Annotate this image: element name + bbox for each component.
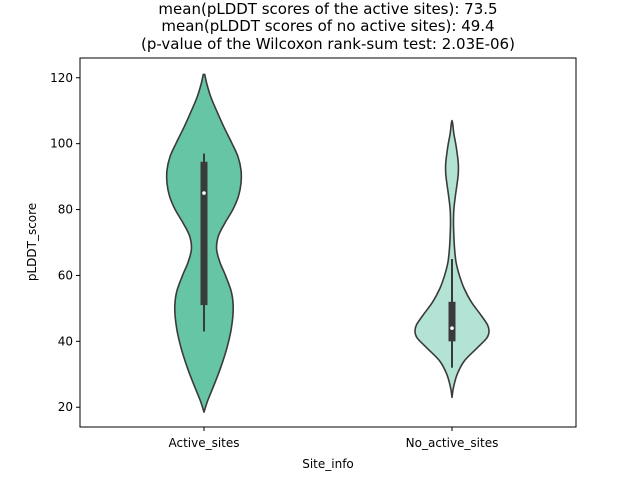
violin-No_active_sites bbox=[414, 119, 490, 399]
x-tick-label-No_active_sites: No_active_sites bbox=[406, 436, 499, 450]
plot-area bbox=[165, 73, 490, 413]
y-tick-label-20: 20 bbox=[58, 400, 73, 414]
chart-title-line-3: (p-value of the Wilcoxon rank-sum test: … bbox=[141, 35, 515, 53]
chart-title-line-1: mean(pLDDT scores of the active sites): … bbox=[158, 0, 497, 18]
median-dot-No_active_sites bbox=[450, 326, 454, 330]
iqr-box-Active_sites bbox=[200, 161, 208, 306]
chart-title-line-2: mean(pLDDT scores of no active sites): 4… bbox=[161, 17, 494, 35]
x-tick-label-Active_sites: Active_sites bbox=[168, 436, 239, 450]
median-dot-Active_sites bbox=[202, 191, 206, 195]
plot-frame bbox=[79, 57, 577, 428]
y-tick-label-60: 60 bbox=[58, 268, 73, 282]
y-tick-label-120: 120 bbox=[50, 71, 73, 85]
iqr-box-No_active_sites bbox=[448, 301, 456, 342]
y-axis-label: pLDDT_score bbox=[25, 203, 39, 281]
x-axis-label: Site_info bbox=[302, 457, 354, 471]
y-tick-label-100: 100 bbox=[50, 137, 73, 151]
y-tick-label-80: 80 bbox=[58, 203, 73, 217]
y-tick-label-40: 40 bbox=[58, 334, 73, 348]
